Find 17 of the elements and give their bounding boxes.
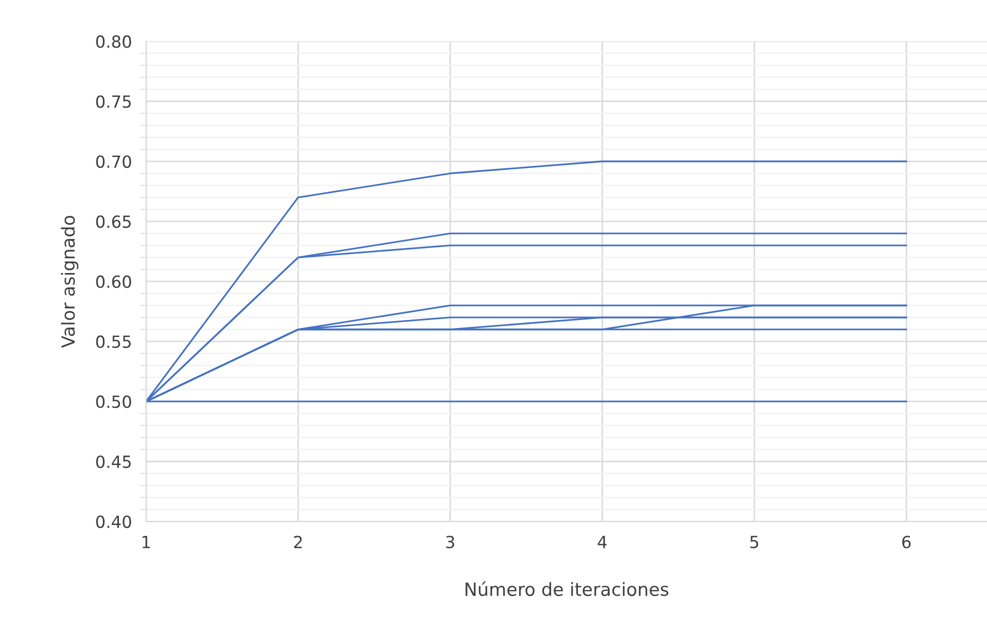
y-axis-title: Valor asignado xyxy=(60,216,78,348)
y-tick-label: 0.60 xyxy=(96,275,132,288)
y-tick-label: 0.65 xyxy=(96,215,131,228)
y-tick-label: 0.75 xyxy=(96,95,131,108)
x-axis-title: Número de iteraciones xyxy=(466,581,668,596)
y-tick-label: 0.70 xyxy=(96,155,132,168)
x-tick-label: 6 xyxy=(902,536,911,548)
x-tick-label: 4 xyxy=(598,536,607,548)
x-tick-label: 5 xyxy=(750,536,758,548)
x-tick-label: 1 xyxy=(142,536,150,548)
x-tick-label: 2 xyxy=(294,536,302,548)
y-tick-label: 0.50 xyxy=(96,395,132,408)
y-tick-label: 0.80 xyxy=(96,35,132,48)
y-tick-label: 0.45 xyxy=(96,455,131,468)
y-tick-label: 0.55 xyxy=(96,335,131,348)
x-tick-label: 3 xyxy=(446,536,454,548)
y-tick-label: 0.40 xyxy=(96,515,132,528)
